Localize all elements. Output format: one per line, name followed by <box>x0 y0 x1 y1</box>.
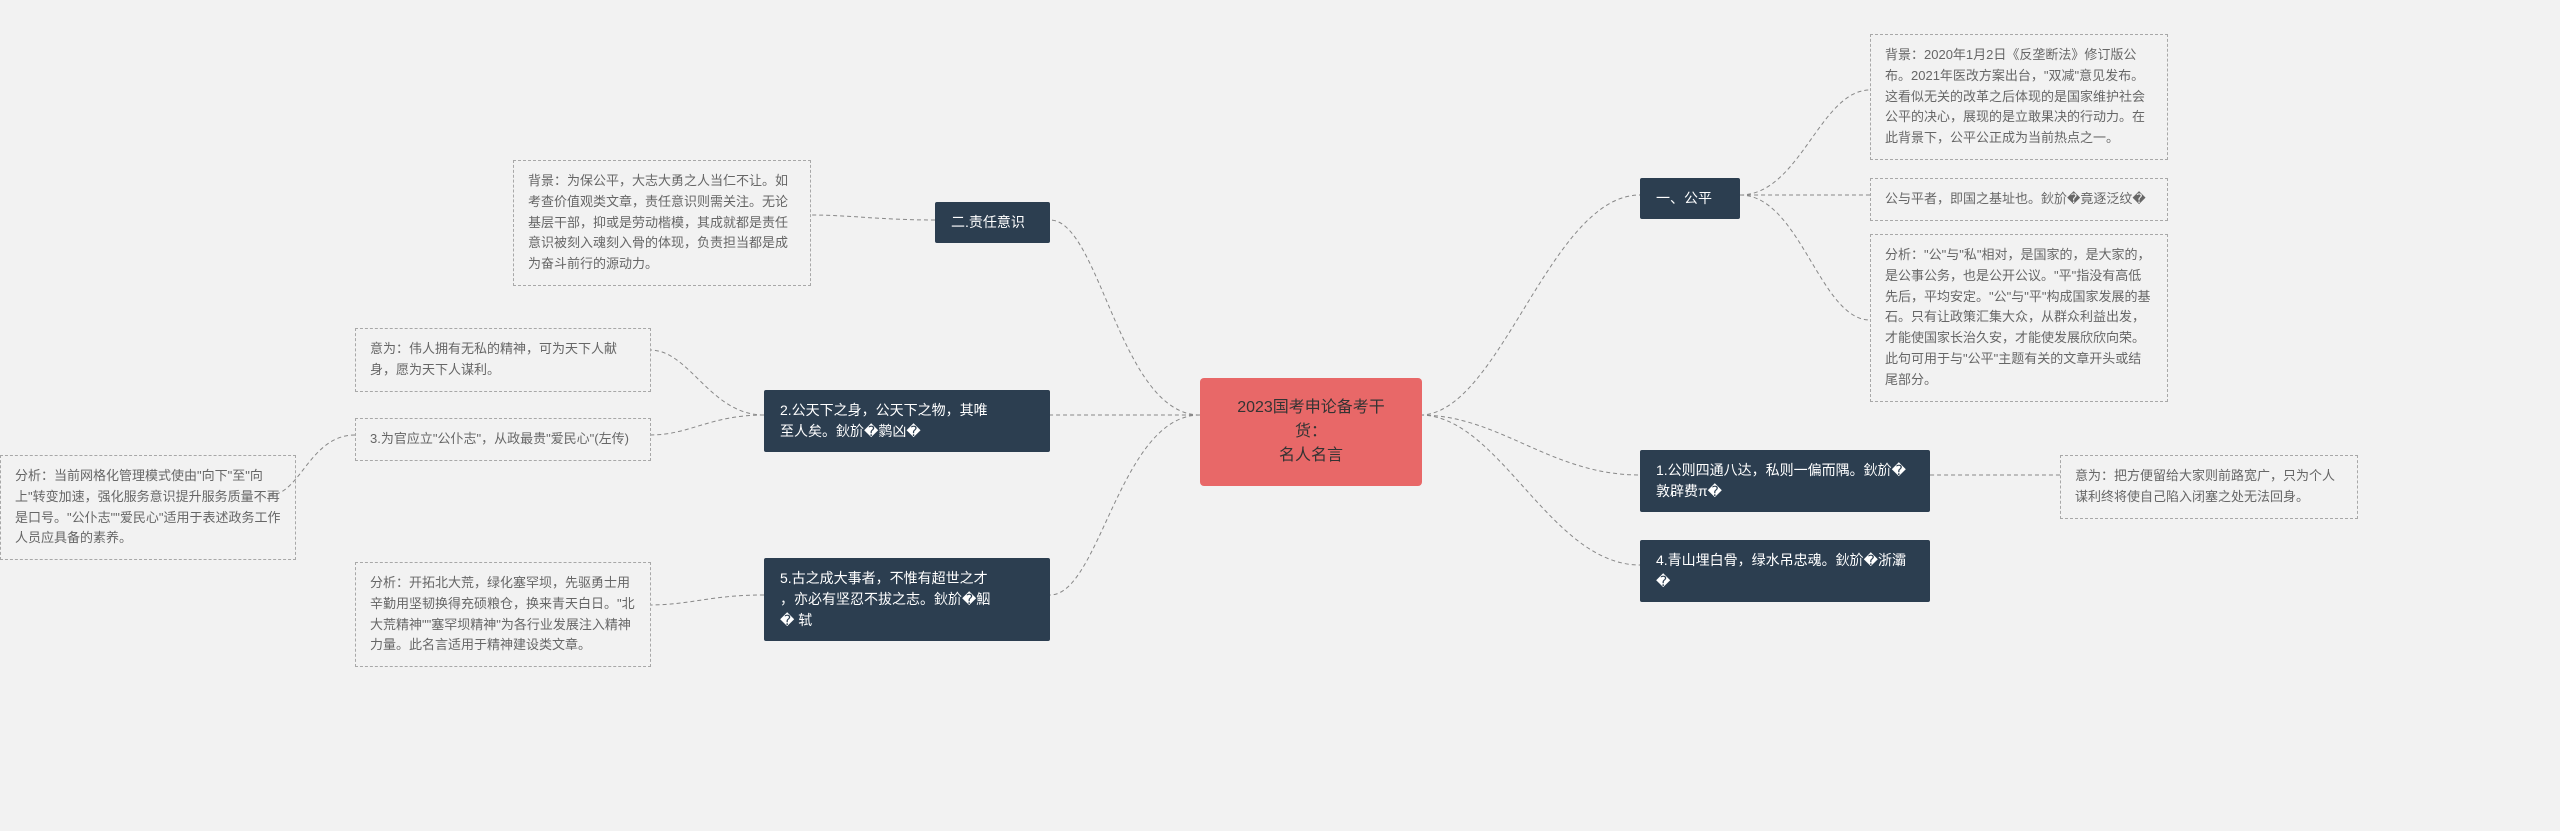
left-b3-l3: � 轼 <box>780 610 1034 631</box>
right-b1-detail-3-text: 分析："公"与"私"相对，是国家的，是大家的，是公事公务，也是公开公议。"平"指… <box>1885 247 2150 387</box>
right-branch-2: 1.公则四通八达，私则一偏而隅。鈥斺�敦辟费π� <box>1640 450 1930 512</box>
right-branch-1: 一、公平 <box>1640 178 1740 219</box>
left-b2-detail-2: 3.为官应立"公仆志"，从政最贵"爱民心"(左传) <box>355 418 651 461</box>
left-branch-1-label: 二.责任意识 <box>951 214 1025 230</box>
left-b1-detail-1-text: 背景：为保公平，大志大勇之人当仁不让。如考查价值观类文章，责任意识则需关注。无论… <box>528 173 788 271</box>
right-b2-detail-1: 意为：把方便留给大家则前路宽广，只为个人谋利终将使自己陷入闭塞之处无法回身。 <box>2060 455 2358 519</box>
left-branch-3: 5.古之成大事者，不惟有超世之才 ，亦必有坚忍不拔之志。鈥斺�鮂 � 轼 <box>764 558 1050 641</box>
right-branch-3-label: 4.青山埋白骨，绿水吊忠魂。鈥斺�浙灞� <box>1656 552 1906 589</box>
center-node: 2023国考申论备考干货： 名人名言 <box>1200 378 1422 486</box>
left-b3-l1: 5.古之成大事者，不惟有超世之才 <box>780 568 1034 589</box>
center-title-line2: 名人名言 <box>1224 444 1398 468</box>
right-b1-detail-2: 公与平者，即国之基址也。鈥斺�竟逐泛纹� <box>1870 178 2168 221</box>
left-b3-detail-1: 分析：开拓北大荒，绿化塞罕坝，先驱勇士用辛勤用坚韧换得充硕粮仓，换来青天白日。"… <box>355 562 651 667</box>
right-branch-1-label: 一、公平 <box>1656 190 1712 206</box>
right-b1-detail-3: 分析："公"与"私"相对，是国家的，是大家的，是公事公务，也是公开公议。"平"指… <box>1870 234 2168 402</box>
left-b2-detail-2-text: 3.为官应立"公仆志"，从政最贵"爱民心"(左传) <box>370 431 629 446</box>
right-b1-detail-2-text: 公与平者，即国之基址也。鈥斺�竟逐泛纹� <box>1885 191 2146 206</box>
left-b2-detail-1: 意为：伟人拥有无私的精神，可为天下人献身，愿为天下人谋利。 <box>355 328 651 392</box>
right-b1-detail-1: 背景：2020年1月2日《反垄断法》修订版公布。2021年医改方案出台，"双减"… <box>1870 34 2168 160</box>
left-b3-detail-1-text: 分析：开拓北大荒，绿化塞罕坝，先驱勇士用辛勤用坚韧换得充硕粮仓，换来青天白日。"… <box>370 575 635 652</box>
right-b1-detail-1-text: 背景：2020年1月2日《反垄断法》修订版公布。2021年医改方案出台，"双减"… <box>1885 47 2145 145</box>
right-b2-detail-1-text: 意为：把方便留给大家则前路宽广，只为个人谋利终将使自己陷入闭塞之处无法回身。 <box>2075 468 2335 504</box>
left-b2-l1: 2.公天下之身，公天下之物，其唯 <box>780 400 1034 421</box>
center-title-line1: 2023国考申论备考干货： <box>1224 396 1398 444</box>
left-b2-detail-1-text: 意为：伟人拥有无私的精神，可为天下人献身，愿为天下人谋利。 <box>370 341 617 377</box>
left-b2-l2: 至人矣。鈥斺�鹲凶� <box>780 421 1034 442</box>
left-b1-detail-1: 背景：为保公平，大志大勇之人当仁不让。如考查价值观类文章，责任意识则需关注。无论… <box>513 160 811 286</box>
left-b2-detail-3: 分析：当前网格化管理模式使由"向下"至"向上"转变加速，强化服务意识提升服务质量… <box>0 455 296 560</box>
left-b3-l2: ，亦必有坚忍不拔之志。鈥斺�鮂 <box>780 589 1034 610</box>
left-branch-2: 2.公天下之身，公天下之物，其唯 至人矣。鈥斺�鹲凶� <box>764 390 1050 452</box>
right-branch-2-label: 1.公则四通八达，私则一偏而隅。鈥斺�敦辟费π� <box>1656 462 1906 499</box>
left-branch-1: 二.责任意识 <box>935 202 1050 243</box>
right-branch-3: 4.青山埋白骨，绿水吊忠魂。鈥斺�浙灞� <box>1640 540 1930 602</box>
left-b2-detail-3-text: 分析：当前网格化管理模式使由"向下"至"向上"转变加速，强化服务意识提升服务质量… <box>15 468 280 545</box>
